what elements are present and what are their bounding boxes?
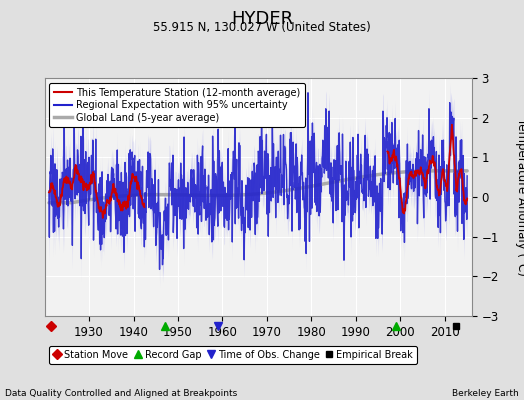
Text: Data Quality Controlled and Aligned at Breakpoints: Data Quality Controlled and Aligned at B… xyxy=(5,389,237,398)
Y-axis label: Temperature Anomaly (°C): Temperature Anomaly (°C) xyxy=(516,118,524,276)
Text: HYDER: HYDER xyxy=(231,10,293,28)
Text: Berkeley Earth: Berkeley Earth xyxy=(452,389,519,398)
Legend: Station Move, Record Gap, Time of Obs. Change, Empirical Break: Station Move, Record Gap, Time of Obs. C… xyxy=(49,346,417,364)
Text: 55.915 N, 130.027 W (United States): 55.915 N, 130.027 W (United States) xyxy=(153,21,371,34)
